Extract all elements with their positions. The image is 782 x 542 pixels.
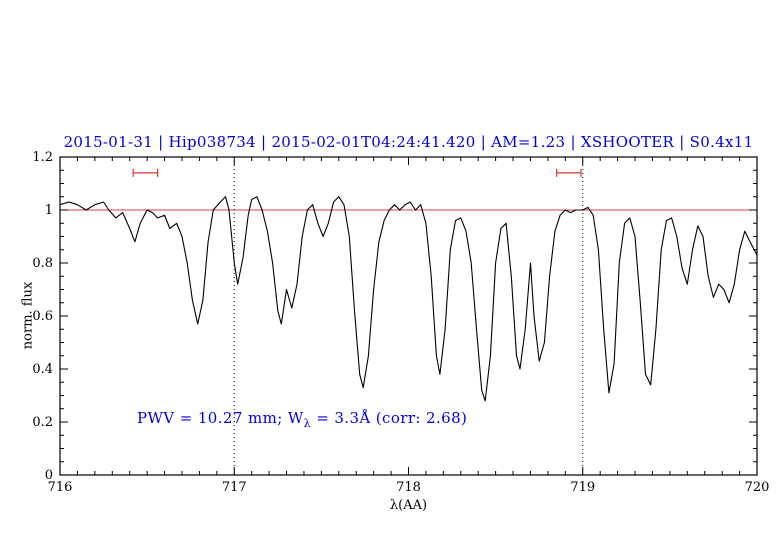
x-tick-label: 717 — [222, 480, 247, 495]
y-tick-label: 0.8 — [32, 256, 53, 271]
x-tick-label: 718 — [396, 480, 421, 495]
y-tick-label: 0 — [45, 468, 53, 483]
y-axis-label: norm. flux — [20, 281, 36, 350]
y-tick-label: 0.2 — [32, 415, 53, 430]
pwv-annotation-lambda-sub: λ — [303, 417, 312, 430]
y-tick-label: 0.4 — [32, 362, 53, 377]
spectrum-line — [59, 196, 758, 402]
pwv-annotation: PWV = 10.27 mm; Wλ = 3.3Å (corr: 2.68) — [137, 409, 467, 430]
y-tick-label: 1 — [45, 203, 53, 218]
plot-title-text: 2015-01-31 | Hip038734 | 2015-02-01T04:2… — [63, 133, 754, 151]
x-axis-label: λ(AA) — [389, 498, 428, 513]
x-tick-label: 720 — [745, 480, 770, 495]
x-tick-label: 716 — [48, 480, 73, 495]
y-tick-label: 1.2 — [32, 150, 53, 165]
x-tick-label: 719 — [570, 480, 595, 495]
pwv-annotation-pre: PWV = 10.27 mm; W — [137, 409, 304, 427]
pwv-annotation-post: = 3.3Å (corr: 2.68) — [311, 409, 468, 427]
y-tick-label: 0.6 — [32, 309, 53, 324]
plot-title: 2015-01-31 | Hip038734 | 2015-02-01T04:2… — [60, 133, 757, 151]
